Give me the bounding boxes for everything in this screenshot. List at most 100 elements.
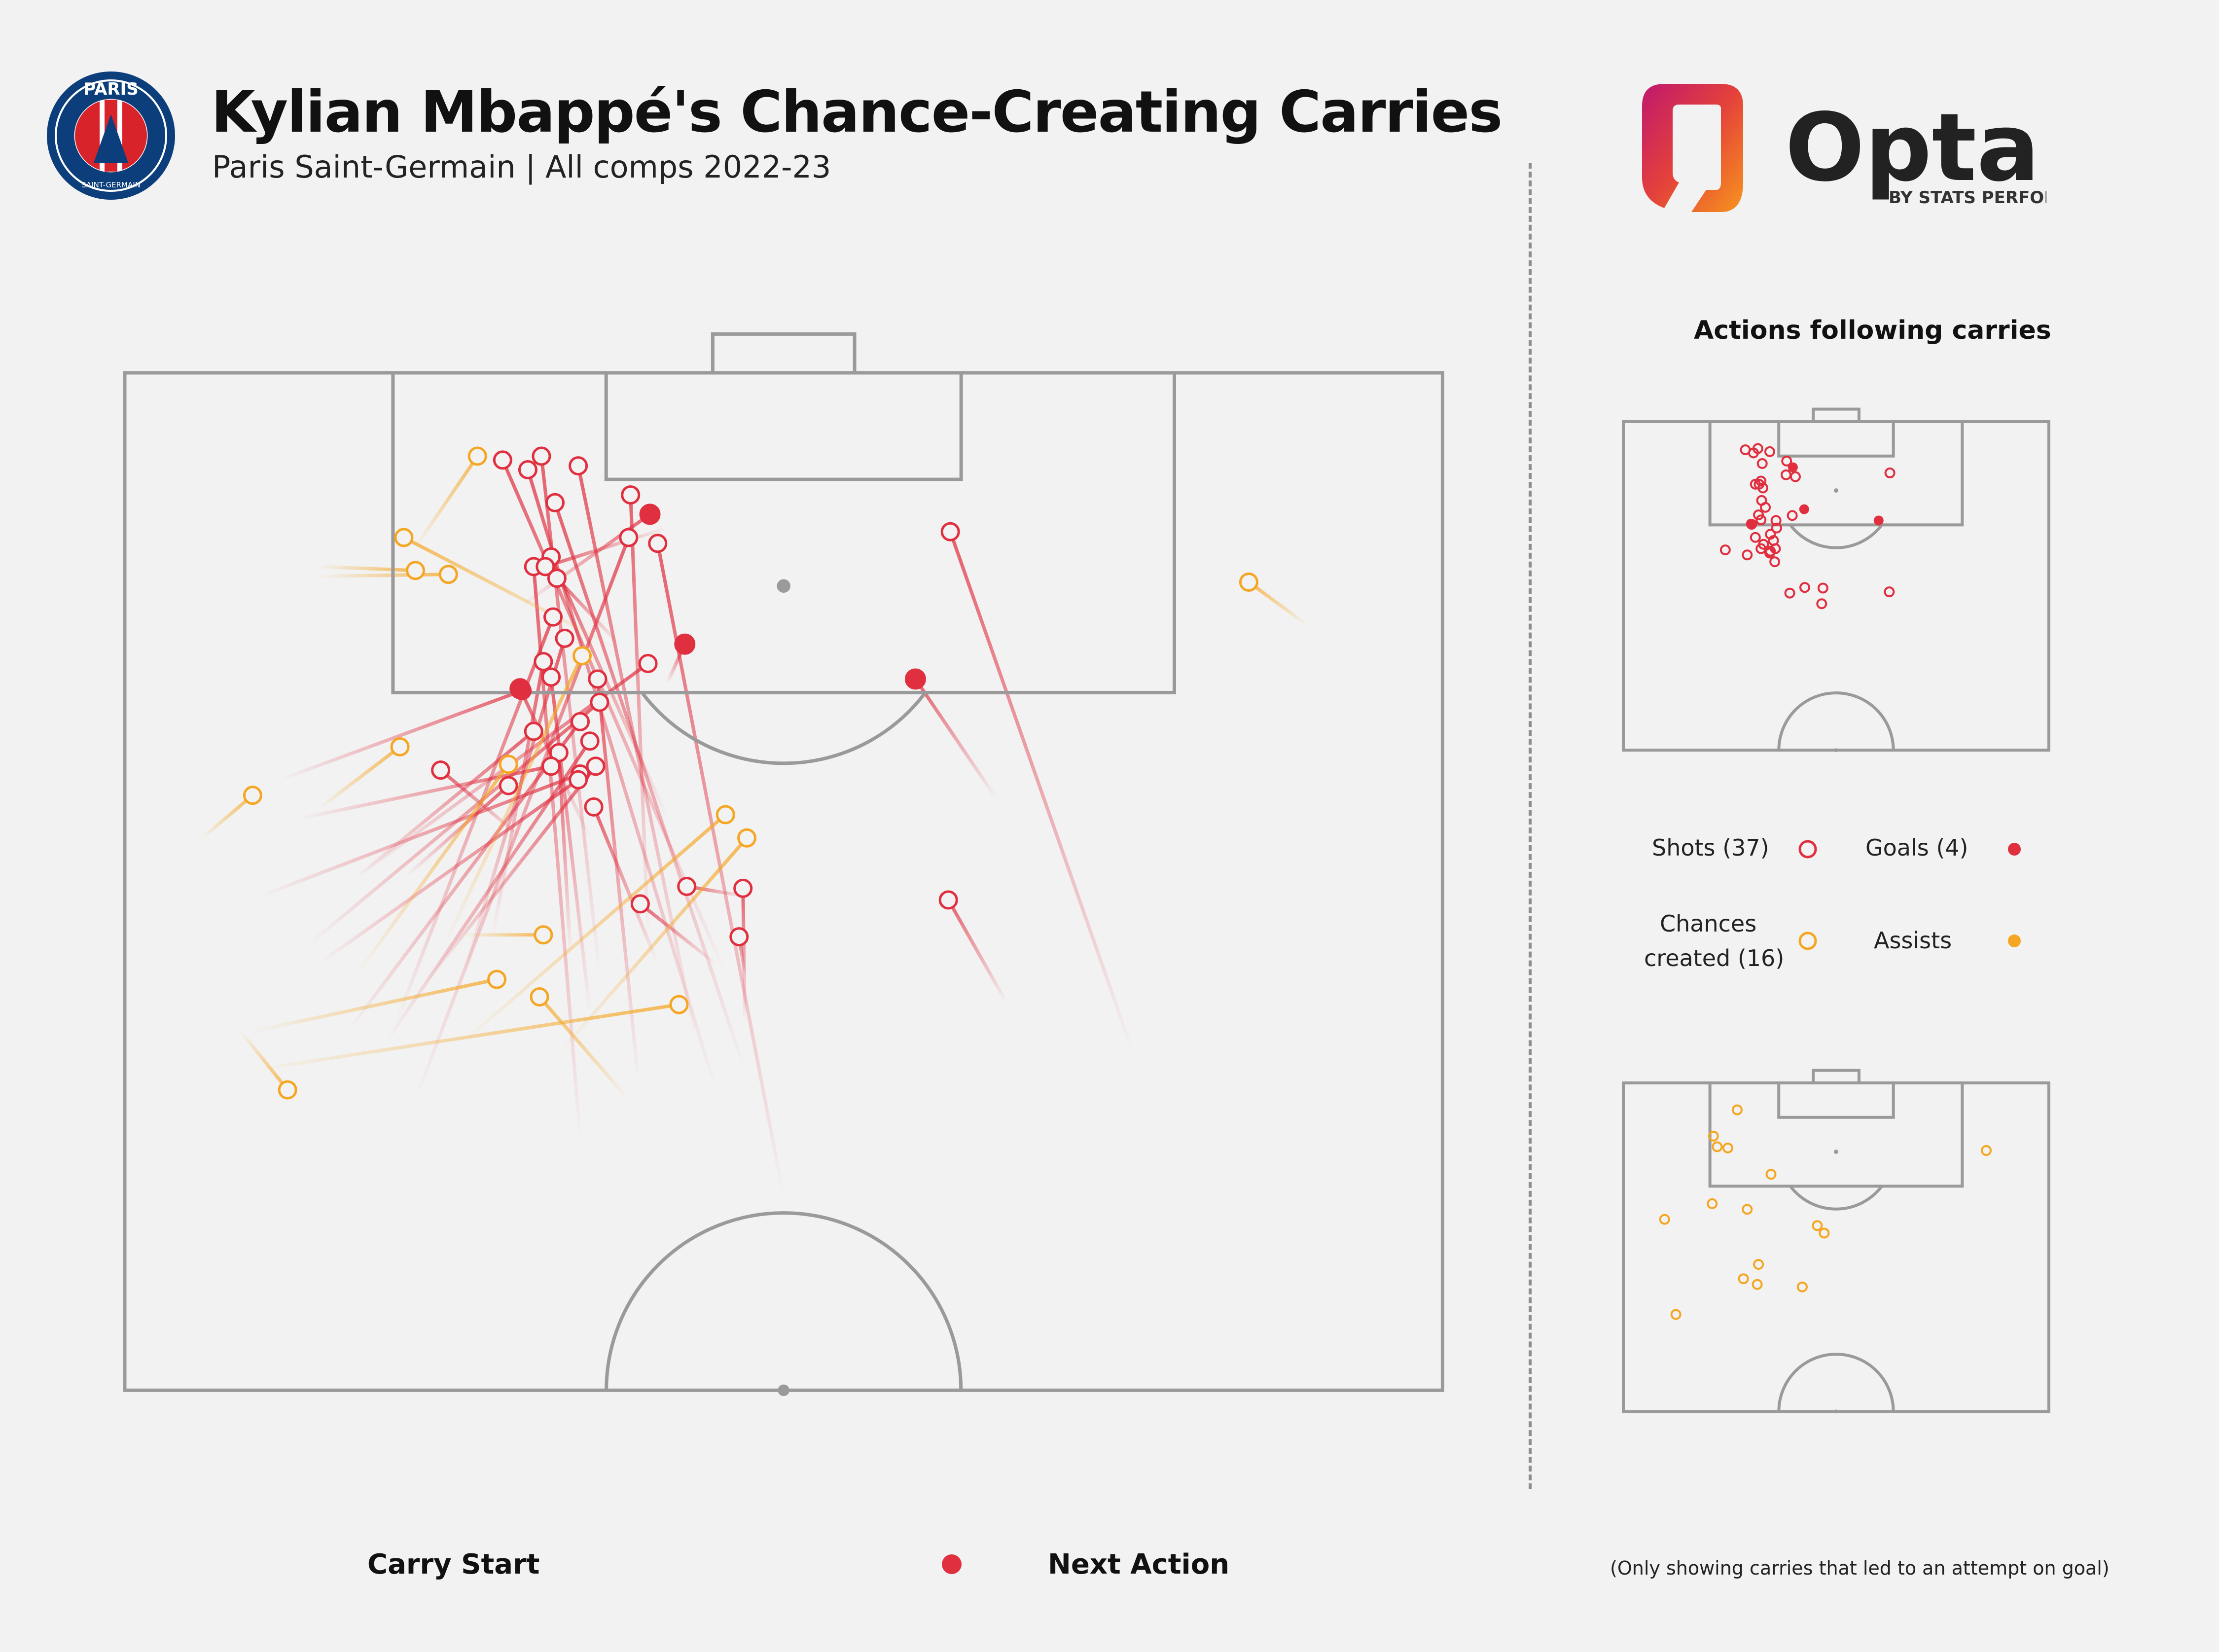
mini-shot-marker bbox=[1755, 543, 1767, 554]
mini-chance-marker bbox=[1708, 1130, 1719, 1142]
shot-marker bbox=[590, 692, 609, 712]
mini-shot-marker bbox=[1884, 586, 1895, 598]
centre-circle bbox=[1779, 693, 1893, 750]
shot-marker bbox=[638, 654, 658, 673]
carry-line bbox=[404, 784, 510, 878]
chance-marker bbox=[716, 805, 735, 825]
mini-shot-marker bbox=[1750, 532, 1761, 543]
markers-layer bbox=[243, 446, 1258, 1100]
centre-spot bbox=[778, 1384, 789, 1397]
chance-marker bbox=[737, 828, 757, 848]
mini-chance-marker bbox=[1738, 1273, 1749, 1285]
chance-marker bbox=[669, 995, 689, 1014]
legend-shot-marker bbox=[1798, 840, 1817, 859]
pitch-outline bbox=[1622, 420, 2050, 752]
shot-marker bbox=[541, 756, 561, 776]
legend-chances-label-line1: Chances bbox=[1660, 910, 1757, 937]
carry-line bbox=[394, 616, 555, 1023]
shot-marker bbox=[630, 894, 650, 914]
mini-goal-marker bbox=[1788, 462, 1798, 472]
carry-line bbox=[948, 531, 1134, 1052]
shot-marker bbox=[584, 797, 604, 817]
mini-chance-marker bbox=[1712, 1141, 1723, 1152]
carry-line bbox=[424, 765, 597, 985]
psg-crest-logo: PARIS SAINT-GERMAIN bbox=[47, 72, 175, 200]
carry-line bbox=[317, 778, 579, 966]
shot-marker bbox=[524, 721, 543, 741]
legend-assists-label: Assists bbox=[1874, 927, 1952, 954]
carry-line bbox=[298, 764, 552, 821]
chance-marker bbox=[572, 646, 592, 666]
shot-marker bbox=[571, 712, 590, 731]
mini-shot-marker bbox=[1757, 482, 1768, 494]
carry-line bbox=[414, 455, 479, 548]
shot-marker bbox=[532, 446, 551, 466]
goal bbox=[711, 332, 857, 375]
shot-marker bbox=[729, 927, 749, 947]
mini-chance-marker bbox=[1819, 1227, 1830, 1239]
chances-mini-pitch bbox=[1622, 1069, 2050, 1413]
shot-marker bbox=[555, 628, 574, 648]
mini-goal-marker bbox=[1746, 518, 1756, 529]
shot-marker bbox=[938, 890, 958, 910]
mini-chance-marker bbox=[1765, 1169, 1777, 1180]
penalty-box bbox=[391, 371, 1176, 694]
shot-marker bbox=[493, 450, 512, 470]
mini-shot-marker bbox=[1755, 514, 1767, 526]
carry-line bbox=[549, 556, 669, 820]
mini-chance-marker bbox=[1753, 1259, 1764, 1270]
carry-line bbox=[318, 565, 416, 573]
penalty-box bbox=[1708, 1081, 1964, 1188]
mini-shot-marker bbox=[1781, 455, 1792, 467]
mini-shot-marker bbox=[1817, 582, 1828, 594]
goal bbox=[1812, 1069, 1861, 1085]
carry-line bbox=[639, 902, 717, 966]
footnote: (Only showing carries that led to an att… bbox=[1610, 1557, 2110, 1579]
carry-line bbox=[629, 495, 650, 935]
carry-line bbox=[250, 977, 498, 1034]
chance-marker bbox=[487, 970, 507, 989]
six-yard-box bbox=[1777, 1081, 1895, 1119]
goal-marker bbox=[904, 668, 926, 690]
goal bbox=[1812, 407, 1861, 423]
chart-title: Kylian Mbappé's Chance-Creating Carries bbox=[211, 79, 1503, 145]
carry-line bbox=[538, 996, 630, 1101]
carry-line bbox=[318, 573, 449, 578]
shot-marker bbox=[431, 760, 451, 780]
svg-text:Opta: Opta bbox=[1785, 93, 2040, 202]
chance-marker bbox=[499, 754, 518, 774]
mini-shot-marker bbox=[1784, 587, 1795, 599]
carry-line bbox=[317, 745, 401, 811]
main-pitch bbox=[123, 332, 1444, 1397]
mini-markers-layer bbox=[1659, 443, 1992, 1320]
carry-line bbox=[356, 763, 510, 975]
penalty-arc bbox=[641, 691, 927, 765]
shots-mini-pitch bbox=[1622, 407, 2050, 752]
chance-marker bbox=[534, 925, 553, 945]
chart-subtitle: Paris Saint-Germain | All comps 2022-23 bbox=[212, 149, 831, 185]
six-yard-box bbox=[604, 371, 963, 481]
carry-line bbox=[443, 655, 584, 945]
mini-chance-marker bbox=[1752, 1279, 1763, 1290]
carry-line bbox=[559, 836, 749, 1052]
penalty-spot bbox=[1834, 488, 1838, 493]
carry-line bbox=[279, 689, 523, 782]
shot-marker bbox=[648, 534, 668, 553]
mini-shot-marker bbox=[1770, 515, 1782, 526]
chance-marker bbox=[438, 565, 458, 584]
shot-marker bbox=[619, 528, 639, 547]
shot-marker bbox=[543, 607, 563, 627]
legend-assist-marker bbox=[2008, 934, 2021, 947]
goal-marker bbox=[639, 503, 661, 525]
carry-line bbox=[686, 884, 746, 898]
legend-next-action-marker bbox=[942, 1554, 962, 1574]
mini-chance-marker bbox=[1659, 1214, 1670, 1225]
carry-line bbox=[741, 888, 747, 1022]
side-panel-title: Actions following carries bbox=[1694, 316, 2051, 345]
shot-marker bbox=[541, 667, 561, 687]
mini-chance-marker bbox=[1742, 1204, 1753, 1215]
shot-marker bbox=[518, 460, 537, 479]
legend-goals-label: Goals (4) bbox=[1865, 834, 1968, 861]
shot-marker bbox=[677, 876, 697, 896]
mini-goal-marker bbox=[1873, 515, 1884, 526]
